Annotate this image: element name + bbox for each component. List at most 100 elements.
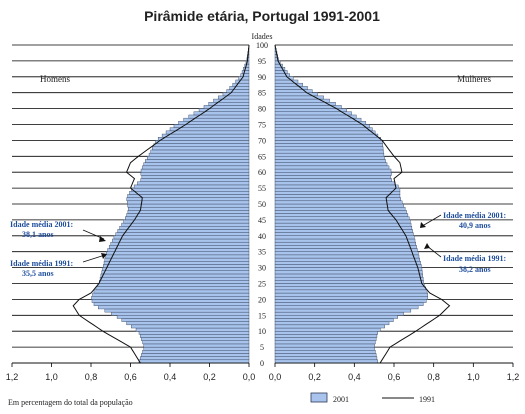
bar-men-2001 bbox=[238, 76, 250, 81]
bar-women-2001 bbox=[274, 286, 426, 291]
bar-women-2001 bbox=[274, 327, 381, 332]
age-tick-label: 55 bbox=[258, 184, 266, 193]
bar-men-2001 bbox=[121, 318, 250, 322]
bar-men-2001 bbox=[142, 165, 250, 170]
bar-men-2001 bbox=[148, 152, 250, 157]
bar-men-2001 bbox=[141, 337, 250, 341]
bar-women-2001 bbox=[274, 305, 419, 310]
bar-women-2001 bbox=[274, 226, 413, 230]
bar-women-2001 bbox=[274, 251, 419, 256]
women-2001-mean-age-value: 40,9 anos bbox=[459, 221, 491, 230]
bar-women-2001 bbox=[274, 219, 411, 224]
women-1991-pointer-head bbox=[424, 243, 430, 249]
bar-women-2001 bbox=[274, 130, 376, 135]
men-1991-line bbox=[72, 44, 250, 364]
bar-women-2001 bbox=[274, 197, 401, 202]
bar-men-2001 bbox=[142, 340, 250, 345]
bar-men-2001 bbox=[232, 82, 250, 87]
bar-women-2001 bbox=[274, 216, 410, 221]
men-x-tick-label: 0,0 bbox=[243, 372, 256, 382]
bar-men-2001 bbox=[97, 283, 250, 287]
bar-women-2001 bbox=[274, 324, 385, 329]
bar-men-2001 bbox=[103, 261, 250, 265]
bar-women-2001 bbox=[274, 299, 427, 303]
bar-men-2001 bbox=[116, 315, 250, 319]
bar-men-2001 bbox=[106, 251, 250, 256]
men-x-tick-labels: 1,2 1,0 0,8 0,6 0,4 0,2 0,0 bbox=[6, 362, 256, 382]
bar-men-2001 bbox=[161, 133, 250, 138]
age-tick-label: 95 bbox=[258, 57, 266, 66]
bar-women-2001 bbox=[274, 273, 423, 278]
women-x-tick-label: 0,6 bbox=[388, 372, 401, 382]
bar-men-2001 bbox=[92, 292, 250, 297]
bar-men-2001 bbox=[141, 353, 250, 357]
bar-men-2001 bbox=[111, 311, 250, 316]
bar-men-2001 bbox=[150, 149, 250, 154]
bar-women-2001 bbox=[274, 238, 416, 243]
women-1991-mean-age-value: 38,2 anos bbox=[459, 265, 491, 274]
bar-men-2001 bbox=[241, 70, 250, 74]
women-2001-mean-age-title: Idade média 2001: bbox=[443, 211, 506, 220]
bar-women-2001 bbox=[274, 124, 370, 128]
men-1991-mean-age-title: Idade média 1991: bbox=[10, 259, 73, 268]
bar-women-2001 bbox=[274, 232, 414, 236]
bar-men-2001 bbox=[139, 356, 250, 361]
bar-women-2001 bbox=[274, 159, 386, 163]
bar-men-2001 bbox=[240, 73, 250, 78]
age-tick-label: 25 bbox=[258, 280, 266, 289]
age-axis-label: Idades bbox=[252, 32, 273, 41]
bar-women-2001 bbox=[274, 315, 398, 319]
bar-women-2001 bbox=[274, 241, 417, 246]
bar-women-2001 bbox=[274, 245, 417, 249]
bar-women-2001 bbox=[274, 353, 377, 357]
bar-women-2001 bbox=[274, 311, 404, 316]
bar-men-2001 bbox=[235, 79, 250, 84]
bar-men-2001 bbox=[140, 178, 250, 182]
bar-men-2001 bbox=[139, 334, 250, 338]
bar-men-2001 bbox=[127, 194, 250, 198]
bar-women-2001 bbox=[274, 194, 401, 198]
bar-men-2001 bbox=[138, 359, 250, 364]
bar-women-2001 bbox=[274, 248, 418, 252]
age-tick-label: 50 bbox=[258, 200, 266, 209]
bar-women-2001 bbox=[274, 121, 367, 125]
bar-women-2001 bbox=[274, 261, 421, 265]
bar-women-2001 bbox=[274, 146, 384, 151]
age-tick-label: 65 bbox=[258, 152, 266, 161]
bar-men-2001 bbox=[108, 245, 250, 249]
age-tick-label: 15 bbox=[258, 311, 266, 320]
bar-women-2001 bbox=[274, 168, 392, 173]
bar-men-2001 bbox=[104, 257, 250, 262]
bar-women-2001 bbox=[274, 350, 376, 354]
men-x-tick-label: 1,2 bbox=[6, 372, 19, 382]
bar-women-2001 bbox=[274, 343, 375, 348]
bar-women-2001 bbox=[274, 359, 378, 364]
men-2001-mean-age-title: Idade média 2001: bbox=[10, 220, 73, 229]
bar-men-2001 bbox=[127, 200, 250, 205]
bar-men-2001 bbox=[113, 235, 250, 240]
bar-women-2001 bbox=[274, 140, 383, 144]
bar-women-2001 bbox=[274, 165, 390, 170]
women-2001-pointer bbox=[423, 214, 442, 226]
bar-women-2001 bbox=[274, 257, 420, 262]
men-x-tick-label: 0,2 bbox=[203, 372, 216, 382]
bar-women-2001 bbox=[274, 181, 396, 186]
bar-men-2001 bbox=[99, 280, 250, 284]
bar-women-2001 bbox=[274, 213, 409, 217]
bar-women-2001 bbox=[274, 280, 424, 284]
bar-women-2001 bbox=[274, 283, 425, 287]
bar-men-2001 bbox=[140, 171, 250, 176]
bar-men-2001 bbox=[99, 276, 250, 281]
men-1991-mean-age-value: 35,5 anos bbox=[22, 269, 54, 278]
age-tick-label: 40 bbox=[258, 232, 266, 241]
chart-title: Pirâmide etária, Portugal 1991-2001 bbox=[144, 8, 380, 24]
bar-men-2001 bbox=[115, 232, 250, 236]
bar-men-2001 bbox=[119, 226, 250, 230]
age-tick-label: 5 bbox=[260, 343, 264, 352]
bar-women-2001 bbox=[274, 270, 423, 275]
women-1991-mean-age-title: Idade média 1991: bbox=[443, 254, 506, 263]
bar-men-2001 bbox=[107, 248, 250, 252]
bar-men-2001 bbox=[143, 162, 250, 167]
bar-women-2001 bbox=[274, 114, 357, 119]
